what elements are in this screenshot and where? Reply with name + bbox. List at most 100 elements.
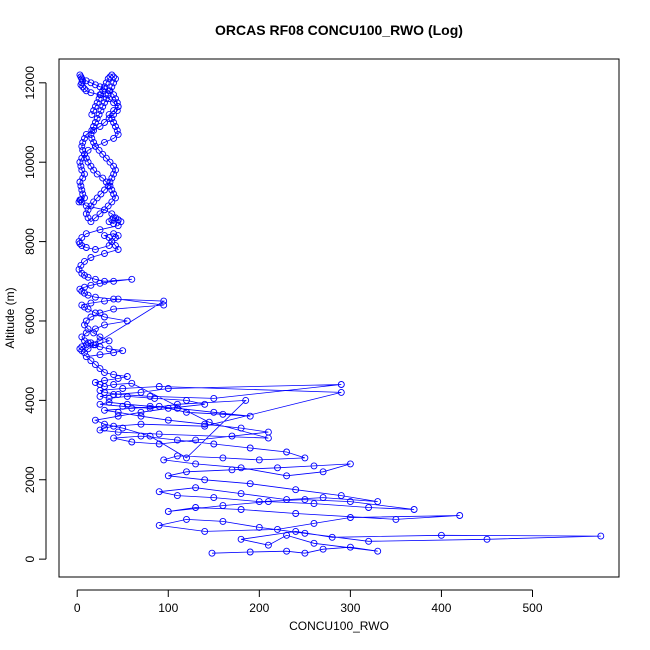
data-point (105, 345, 113, 353)
data-point (310, 500, 318, 508)
data-point (96, 226, 104, 234)
data-point (237, 535, 245, 543)
data-point (104, 91, 112, 99)
data-point (192, 436, 200, 444)
data-point (76, 345, 84, 353)
data-point (123, 400, 131, 408)
data-point (365, 537, 373, 545)
data-point (110, 371, 118, 379)
data-point (90, 198, 98, 206)
data-point (319, 494, 327, 502)
data-point (106, 158, 114, 166)
data-point (274, 525, 281, 533)
data-point (137, 408, 145, 416)
data-point (90, 138, 98, 146)
data-point (87, 339, 95, 347)
data-point (228, 432, 236, 440)
data-point (410, 506, 418, 513)
data-point (81, 150, 88, 158)
data-point (91, 275, 99, 283)
data-point (160, 297, 168, 305)
data-point (81, 194, 88, 202)
data-point (246, 444, 254, 452)
data-point (87, 281, 95, 289)
data-point (128, 438, 136, 446)
data-point (112, 123, 119, 130)
data-point (237, 464, 245, 472)
data-point (91, 379, 99, 386)
data-point (201, 420, 209, 428)
data-point (82, 154, 90, 162)
data-point (101, 206, 108, 214)
data-point (155, 402, 163, 410)
data-point (597, 532, 605, 540)
data-point (110, 99, 118, 107)
data-point (82, 353, 90, 361)
data-point (114, 390, 122, 398)
y-axis-label: Altitude (m) (3, 287, 17, 348)
data-point (88, 111, 96, 119)
data-point (183, 396, 190, 404)
data-point (75, 265, 83, 273)
data-point (78, 333, 86, 341)
data-point (79, 83, 87, 91)
data-point (87, 130, 95, 138)
data-point (228, 466, 236, 474)
data-point (84, 325, 92, 333)
data-point (84, 214, 92, 222)
data-point (93, 170, 101, 178)
data-point (101, 186, 108, 194)
data-point (106, 182, 114, 190)
data-point (155, 383, 163, 390)
data-point (82, 77, 90, 85)
data-point (128, 275, 136, 283)
data-point (81, 321, 88, 329)
data-point (95, 146, 103, 154)
x-tick-label: 0 (74, 601, 81, 615)
data-point (274, 464, 281, 472)
data-point (246, 548, 254, 556)
data-point (113, 99, 121, 107)
data-point (242, 396, 250, 404)
data-point (102, 154, 110, 162)
data-point (79, 146, 87, 154)
data-point (255, 498, 263, 506)
data-point (87, 79, 95, 87)
data-point (346, 460, 354, 468)
data-point (101, 369, 108, 377)
data-point (105, 337, 113, 345)
data-point (128, 379, 136, 387)
data-point (108, 210, 116, 218)
data-point (319, 545, 327, 553)
data-point (160, 301, 168, 309)
data-point (264, 541, 272, 549)
data-point (87, 357, 95, 365)
data-point (87, 299, 95, 307)
data-point (95, 95, 103, 103)
data-point (255, 456, 263, 464)
data-point (97, 107, 105, 115)
data-layer (75, 71, 605, 557)
data-point (210, 494, 218, 502)
data-point (108, 71, 116, 79)
data-point (264, 498, 272, 506)
data-point (99, 103, 107, 111)
data-point (292, 527, 300, 535)
data-point (283, 472, 291, 480)
data-point (113, 126, 121, 134)
data-point (101, 424, 108, 432)
data-point (164, 472, 172, 480)
data-point (319, 468, 327, 476)
data-point (91, 103, 99, 111)
data-point (101, 297, 108, 305)
data-point (123, 392, 131, 400)
data-point (112, 214, 119, 222)
data-point (82, 230, 90, 238)
y-tick-label: 8000 (23, 228, 37, 255)
data-point (210, 408, 218, 416)
data-point (205, 418, 213, 426)
x-tick-label: 500 (522, 601, 542, 615)
data-point (82, 329, 90, 337)
data-point (137, 412, 145, 420)
data-point (96, 400, 104, 408)
